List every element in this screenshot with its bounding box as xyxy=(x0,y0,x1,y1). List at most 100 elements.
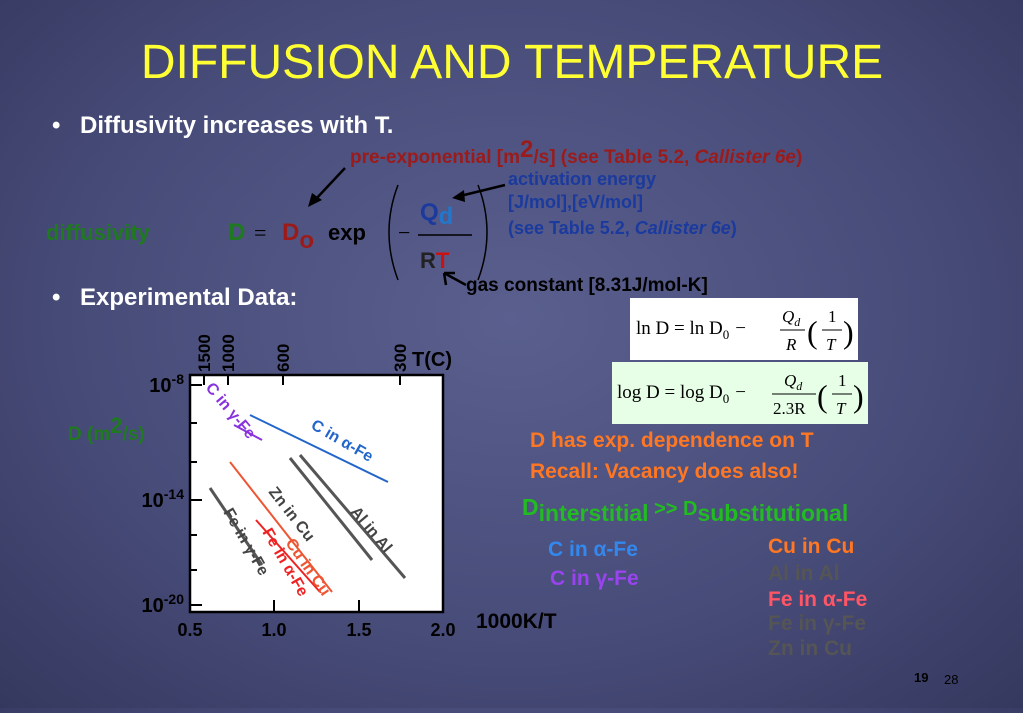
minus: − xyxy=(735,382,746,403)
sub: substitutional xyxy=(697,500,848,526)
y-tick-label: 10-8 xyxy=(149,371,184,397)
text: /s] (see Table 5.2, xyxy=(533,147,694,168)
r: R xyxy=(420,248,436,273)
curve xyxy=(229,461,333,593)
ticks xyxy=(190,375,401,612)
pre-exponential: pre-exponential [m2/s] (see Table 5.2, C… xyxy=(350,136,802,168)
eq-minus: − xyxy=(398,220,410,245)
sub: 0 xyxy=(723,391,730,406)
top-axis-label: T(C) xyxy=(412,349,452,371)
bullet-dot: • xyxy=(52,284,60,311)
text: log D = log D xyxy=(617,382,723,403)
y-axis-label: D (m2/s) xyxy=(68,413,145,445)
activation: activation energy xyxy=(508,169,656,189)
arrowhead xyxy=(452,190,465,202)
legend-item: C in γ-Fe xyxy=(550,567,639,590)
eq-Q: Qd xyxy=(420,199,453,230)
text: ) xyxy=(731,218,737,238)
x-tick-label: 0.5 xyxy=(177,620,202,640)
text: pre-exponential [m xyxy=(350,147,520,168)
plot: C in γ-Fe C in α-Fe Zn in Cu Al in Al Fe… xyxy=(188,373,445,614)
x-tick-label: 2.0 xyxy=(430,620,455,640)
arrow xyxy=(442,271,467,287)
title: DIFFUSION AND TEMPERATURE xyxy=(141,36,883,89)
curve xyxy=(249,414,389,483)
formula: Qd xyxy=(784,371,803,393)
minus: − xyxy=(735,318,746,339)
sub: d xyxy=(794,315,801,329)
paren: ( xyxy=(807,314,818,350)
top-tick-label: 1000 xyxy=(219,334,238,372)
legend-item: C in α-Fe xyxy=(548,538,638,561)
sub: o xyxy=(299,227,314,254)
text: (see Table 5.2, xyxy=(508,218,635,238)
activation: (see Table 5.2, Callister 6e) xyxy=(508,218,737,238)
y-tick-label: 10-14 xyxy=(142,486,185,512)
arrow xyxy=(314,167,346,201)
text: /s) xyxy=(122,424,144,445)
bullet: Experimental Data: xyxy=(80,284,297,311)
base: 10 xyxy=(142,595,164,617)
page-number: 28 xyxy=(944,672,958,687)
book: Callister 6e xyxy=(695,147,797,168)
eq-D: D xyxy=(228,219,245,246)
exp: -20 xyxy=(164,591,184,607)
formula: ln D = ln D0− xyxy=(636,318,746,342)
curve xyxy=(288,457,374,561)
x-tick-label: 1.5 xyxy=(346,620,371,640)
eq-D0: Do xyxy=(282,219,314,254)
paren xyxy=(388,184,399,281)
sup: 2 xyxy=(110,413,122,438)
legend-item: Fe in α-Fe xyxy=(768,588,867,611)
formula: R xyxy=(785,335,797,354)
exp: -8 xyxy=(172,371,185,387)
d: D xyxy=(522,494,539,520)
curve xyxy=(298,454,407,579)
formula: 1 xyxy=(828,307,837,326)
paren: ( xyxy=(817,378,828,414)
text: D (m xyxy=(68,424,110,445)
note: D has exp. dependence on T xyxy=(530,429,814,452)
top-tick-label: 1500 xyxy=(195,334,214,372)
sub: d xyxy=(439,203,454,230)
sub: d xyxy=(796,379,803,393)
curve xyxy=(233,424,263,441)
d: D xyxy=(282,219,299,246)
q: Q xyxy=(784,371,796,390)
note: Recall: Vacancy does also! xyxy=(530,460,798,483)
formula: 1 xyxy=(838,371,847,390)
equation-label: diffusivity xyxy=(46,220,151,245)
bullet-dot: • xyxy=(52,112,60,139)
bullet: Diffusivity increases with T. xyxy=(80,112,393,139)
formula: Qd xyxy=(782,307,801,329)
legend-item: Cu in Cu xyxy=(768,535,854,558)
eq-exp: exp xyxy=(328,220,366,245)
base: 10 xyxy=(149,375,171,397)
book: Callister 6e xyxy=(635,218,731,238)
legend-item: Al in Al xyxy=(768,562,840,585)
curve xyxy=(255,519,321,593)
legend-item: Zn in Cu xyxy=(768,637,852,660)
eq-RT: RT xyxy=(420,248,450,273)
exp: -14 xyxy=(164,486,184,502)
gas-constant: gas constant [8.31J/mol-K] xyxy=(466,275,708,296)
formula: T xyxy=(836,399,847,418)
formula-box xyxy=(612,362,868,424)
arrow xyxy=(459,183,506,198)
text: ln D = ln D xyxy=(636,318,723,339)
sub: 0 xyxy=(723,327,730,342)
eq-equals: = xyxy=(254,220,266,245)
text: ) xyxy=(796,147,802,168)
q: Q xyxy=(782,307,794,326)
t: T xyxy=(436,248,450,273)
y-tick-label: 10-20 xyxy=(142,591,185,617)
sub: interstitial xyxy=(539,500,649,526)
arrowhead xyxy=(308,193,322,207)
x-axis-label: 1000K/T xyxy=(476,610,557,633)
formula: log D = log D0− xyxy=(617,382,746,406)
comparison: Dinterstitial >> Dsubstitutional xyxy=(522,494,848,526)
formula: 2.3R xyxy=(773,399,806,418)
